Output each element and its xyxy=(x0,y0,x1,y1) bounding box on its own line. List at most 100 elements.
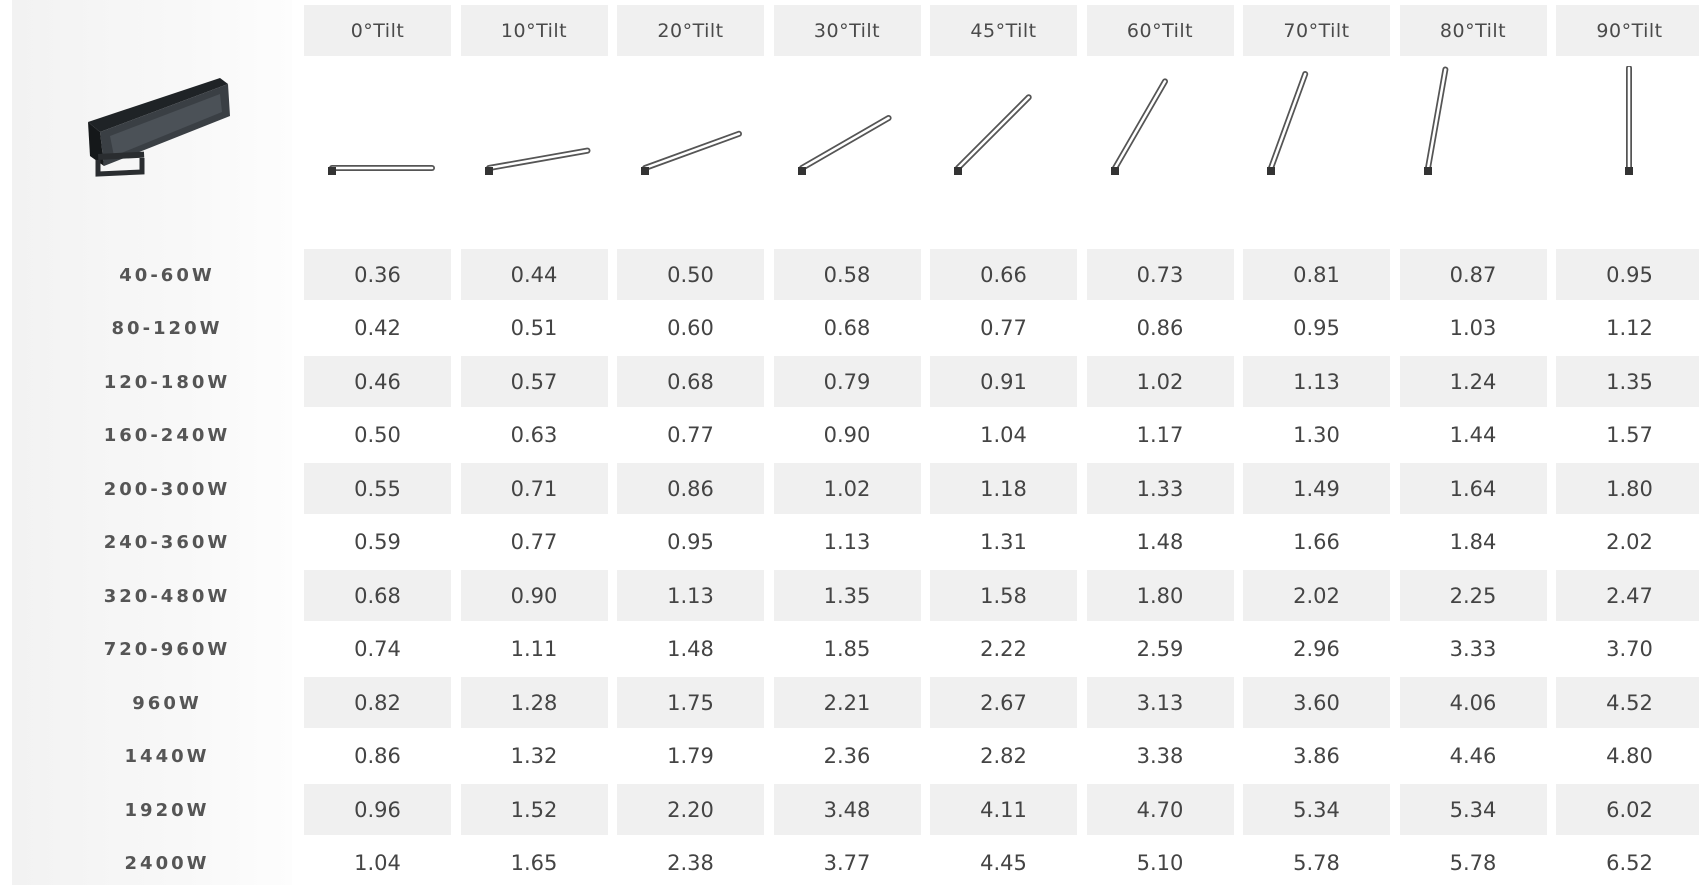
column-header: 80°Tilt xyxy=(1400,5,1547,56)
tilted-bar-icon xyxy=(617,66,764,236)
tilted-bar-icon xyxy=(1087,66,1234,236)
table-cell: 0.95 xyxy=(1556,249,1699,300)
tilted-bar-icon xyxy=(1243,66,1390,236)
table-cell: 1.28 xyxy=(461,677,608,728)
table-cell: 3.60 xyxy=(1243,677,1390,728)
tilted-bar-icon xyxy=(304,66,451,236)
table-cell: 5.78 xyxy=(1400,838,1547,889)
table-cell: 0.86 xyxy=(617,463,764,514)
table-cell: 1.30 xyxy=(1243,410,1390,461)
table-cell: 0.66 xyxy=(930,249,1077,300)
table-cell: 1.84 xyxy=(1400,517,1547,568)
table-cell: 1.48 xyxy=(1087,517,1234,568)
table-cell: 1.48 xyxy=(617,624,764,675)
table-cell: 0.77 xyxy=(461,517,608,568)
tilt-bar-highlight xyxy=(1271,74,1305,168)
table-cell: 1.58 xyxy=(930,570,1077,621)
tilted-bar-icon xyxy=(1556,66,1699,236)
tilt-bar-highlight xyxy=(1428,70,1445,168)
table-cell: 1.35 xyxy=(1556,356,1699,407)
table-cell: 1.31 xyxy=(930,517,1077,568)
table-cell: 0.68 xyxy=(617,356,764,407)
table-cell: 0.42 xyxy=(304,303,451,354)
table-cell: 0.82 xyxy=(304,677,451,728)
table-cell: 2.02 xyxy=(1243,570,1390,621)
table-cell: 2.96 xyxy=(1243,624,1390,675)
table-cell: 1.64 xyxy=(1400,463,1547,514)
tilt-pivot xyxy=(798,167,806,175)
table-cell: 0.68 xyxy=(774,303,921,354)
row-label: 2400W xyxy=(62,839,272,889)
tilt-bar-highlight xyxy=(802,118,889,168)
table-cell: 0.51 xyxy=(461,303,608,354)
table-cell: 4.70 xyxy=(1087,784,1234,835)
tilt-icon-cell xyxy=(1400,66,1547,236)
table-cell: 1.24 xyxy=(1400,356,1547,407)
table-cell: 1.79 xyxy=(617,731,764,782)
table-cell: 2.67 xyxy=(930,677,1077,728)
table-cell: 1.44 xyxy=(1400,410,1547,461)
column-header: 20°Tilt xyxy=(617,5,764,56)
table-cell: 0.71 xyxy=(461,463,608,514)
table-cell: 4.52 xyxy=(1556,677,1699,728)
table-cell: 5.34 xyxy=(1243,784,1390,835)
table-cell: 0.59 xyxy=(304,517,451,568)
table-cell: 2.82 xyxy=(930,731,1077,782)
tilt-icon-cell xyxy=(461,66,608,236)
table-cell: 0.68 xyxy=(304,570,451,621)
tilted-bar-icon xyxy=(774,66,921,236)
table-cell: 2.38 xyxy=(617,838,764,889)
table-cell: 1.33 xyxy=(1087,463,1234,514)
table-cell: 3.48 xyxy=(774,784,921,835)
table-cell: 0.73 xyxy=(1087,249,1234,300)
row-label: 200-300W xyxy=(62,464,272,514)
tilt-icon-cell xyxy=(1243,66,1390,236)
table-cell: 1.17 xyxy=(1087,410,1234,461)
table-cell: 0.95 xyxy=(1243,303,1390,354)
table-cell: 1.12 xyxy=(1556,303,1699,354)
row-label: 40-60W xyxy=(62,250,272,300)
table-cell: 2.22 xyxy=(930,624,1077,675)
table-cell: 0.96 xyxy=(304,784,451,835)
row-label: 720-960W xyxy=(62,625,272,675)
row-label: 160-240W xyxy=(62,411,272,461)
tilted-bar-icon xyxy=(930,66,1077,236)
tilt-bar-highlight xyxy=(958,97,1029,168)
table-cell: 0.95 xyxy=(617,517,764,568)
tilt-pivot xyxy=(1111,167,1119,175)
table-cell: 4.45 xyxy=(930,838,1077,889)
table-cell: 2.47 xyxy=(1556,570,1699,621)
table-cell: 6.52 xyxy=(1556,838,1699,889)
table-cell: 1.35 xyxy=(774,570,921,621)
tilted-bar-icon xyxy=(461,66,608,236)
row-label: 960W xyxy=(62,678,272,728)
column-header: 0°Tilt xyxy=(304,5,451,56)
table-cell: 5.78 xyxy=(1243,838,1390,889)
table-cell: 1.03 xyxy=(1400,303,1547,354)
row-label: 80-120W xyxy=(62,304,272,354)
table-cell: 0.63 xyxy=(461,410,608,461)
tilt-pivot xyxy=(641,167,649,175)
table-cell: 0.60 xyxy=(617,303,764,354)
tilt-pivot xyxy=(1267,167,1275,175)
table-cell: 0.86 xyxy=(304,731,451,782)
tilt-pivot xyxy=(328,167,336,175)
table-cell: 2.21 xyxy=(774,677,921,728)
table-cell: 1.04 xyxy=(304,838,451,889)
row-label: 120-180W xyxy=(62,357,272,407)
table-cell: 1.04 xyxy=(930,410,1077,461)
table-cell: 1.57 xyxy=(1556,410,1699,461)
table-cell: 1.13 xyxy=(617,570,764,621)
table-cell: 1.52 xyxy=(461,784,608,835)
table-cell: 1.13 xyxy=(1243,356,1390,407)
column-header: 90°Tilt xyxy=(1556,5,1699,56)
table-cell: 0.55 xyxy=(304,463,451,514)
table-cell: 2.02 xyxy=(1556,517,1699,568)
table-cell: 5.10 xyxy=(1087,838,1234,889)
table-cell: 6.02 xyxy=(1556,784,1699,835)
table-cell: 0.77 xyxy=(930,303,1077,354)
table-cell: 1.75 xyxy=(617,677,764,728)
table-cell: 5.34 xyxy=(1400,784,1547,835)
table-cell: 0.36 xyxy=(304,249,451,300)
table-cell: 0.87 xyxy=(1400,249,1547,300)
